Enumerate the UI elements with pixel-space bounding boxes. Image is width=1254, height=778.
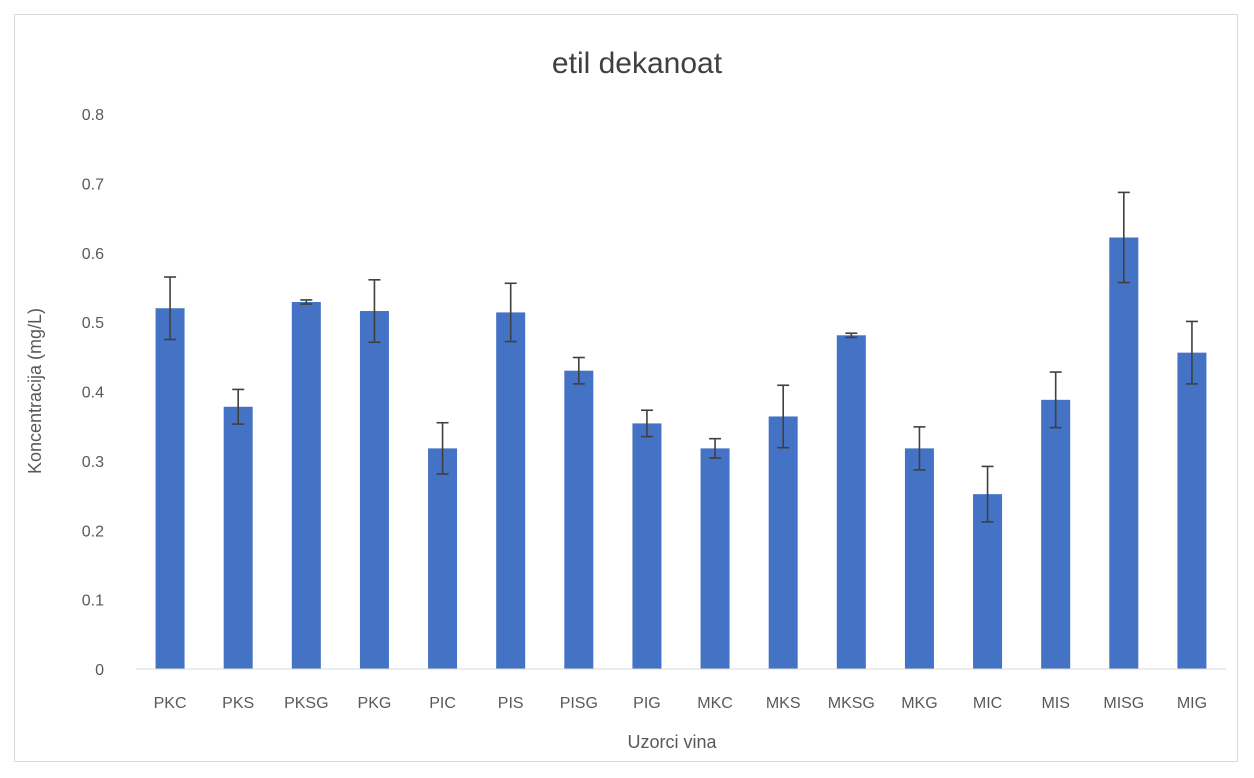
bar-pic [428,448,458,669]
x-axis-title: Uzorci vina [627,732,717,752]
bar-misg [1109,237,1139,670]
error-bars [164,191,1198,523]
y-tick-label: 0.1 [82,593,104,610]
y-tick-label: 0.3 [82,454,104,471]
x-tick-label: MKC [697,695,733,712]
error-bar-pis [504,282,517,343]
bar-mkc [700,448,730,669]
bar-mig [1177,352,1207,669]
x-axis-ticks: PKC PKS PKSG PKG PIC PIS PISG PIG MKC MKS MKSG MKG M… [154,695,1207,712]
bar-mks [768,416,798,669]
error-bar-mkg [913,426,926,471]
error-bar-mkc [709,437,722,459]
error-bar-pks [232,388,245,425]
x-tick-label: MKS [766,695,801,712]
x-tick-label: MKSG [828,695,875,712]
error-bar-misg [1117,191,1130,284]
x-tick-label: MIS [1041,695,1069,712]
bars [155,237,1207,670]
bar-mic [973,494,1003,669]
error-bar-pkc [164,276,177,341]
error-bar-mig [1185,320,1198,385]
y-tick-label: 0.4 [82,385,104,402]
error-bar-pig [640,409,653,438]
bar-mis [1041,399,1071,669]
y-tick-label: 0.8 [82,107,104,124]
x-tick-label: MISG [1103,695,1144,712]
y-axis-ticks: 0 0.1 0.2 0.3 0.4 0.5 0.6 0.7 0.8 [82,107,104,679]
error-bar-mic [981,465,994,523]
x-tick-label: PIS [498,695,524,712]
error-bar-mks [777,384,790,449]
y-tick-label: 0.6 [82,246,104,263]
x-tick-label: PKS [222,695,254,712]
x-tick-label: MIC [973,695,1002,712]
y-tick-label: 0.7 [82,176,104,193]
chart-frame [14,14,1238,762]
y-axis-title: Koncentracija (mg/L) [25,308,45,474]
bar-pis [496,312,526,669]
x-tick-label: MKG [901,695,937,712]
y-tick-label: 0.2 [82,523,104,540]
x-tick-label: PIC [429,695,456,712]
bar-pkg [359,311,389,669]
bar-pisg [564,370,594,669]
error-bar-mis [1049,371,1062,429]
bar-pkc [155,308,185,669]
bar-pig [632,423,662,669]
x-tick-label: PISG [560,695,598,712]
x-tick-label: MIG [1177,695,1207,712]
bar-pksg [291,302,321,669]
y-tick-label: 0.5 [82,315,104,332]
error-bar-pkg [368,279,381,344]
error-bar-mksg [845,332,858,339]
y-tick-label: 0 [95,662,104,679]
bar-pks [223,406,253,669]
x-tick-label: PKG [358,695,392,712]
x-tick-label: PKSG [284,695,328,712]
x-tick-label: PKC [154,695,187,712]
bar-mksg [836,335,866,669]
x-tick-label: PIG [633,695,661,712]
chart-title: etil dekanoat [552,47,723,80]
error-bar-pisg [572,356,585,385]
error-bar-pksg [300,299,313,305]
error-bar-pic [436,421,449,475]
bar-mkg [904,448,934,669]
